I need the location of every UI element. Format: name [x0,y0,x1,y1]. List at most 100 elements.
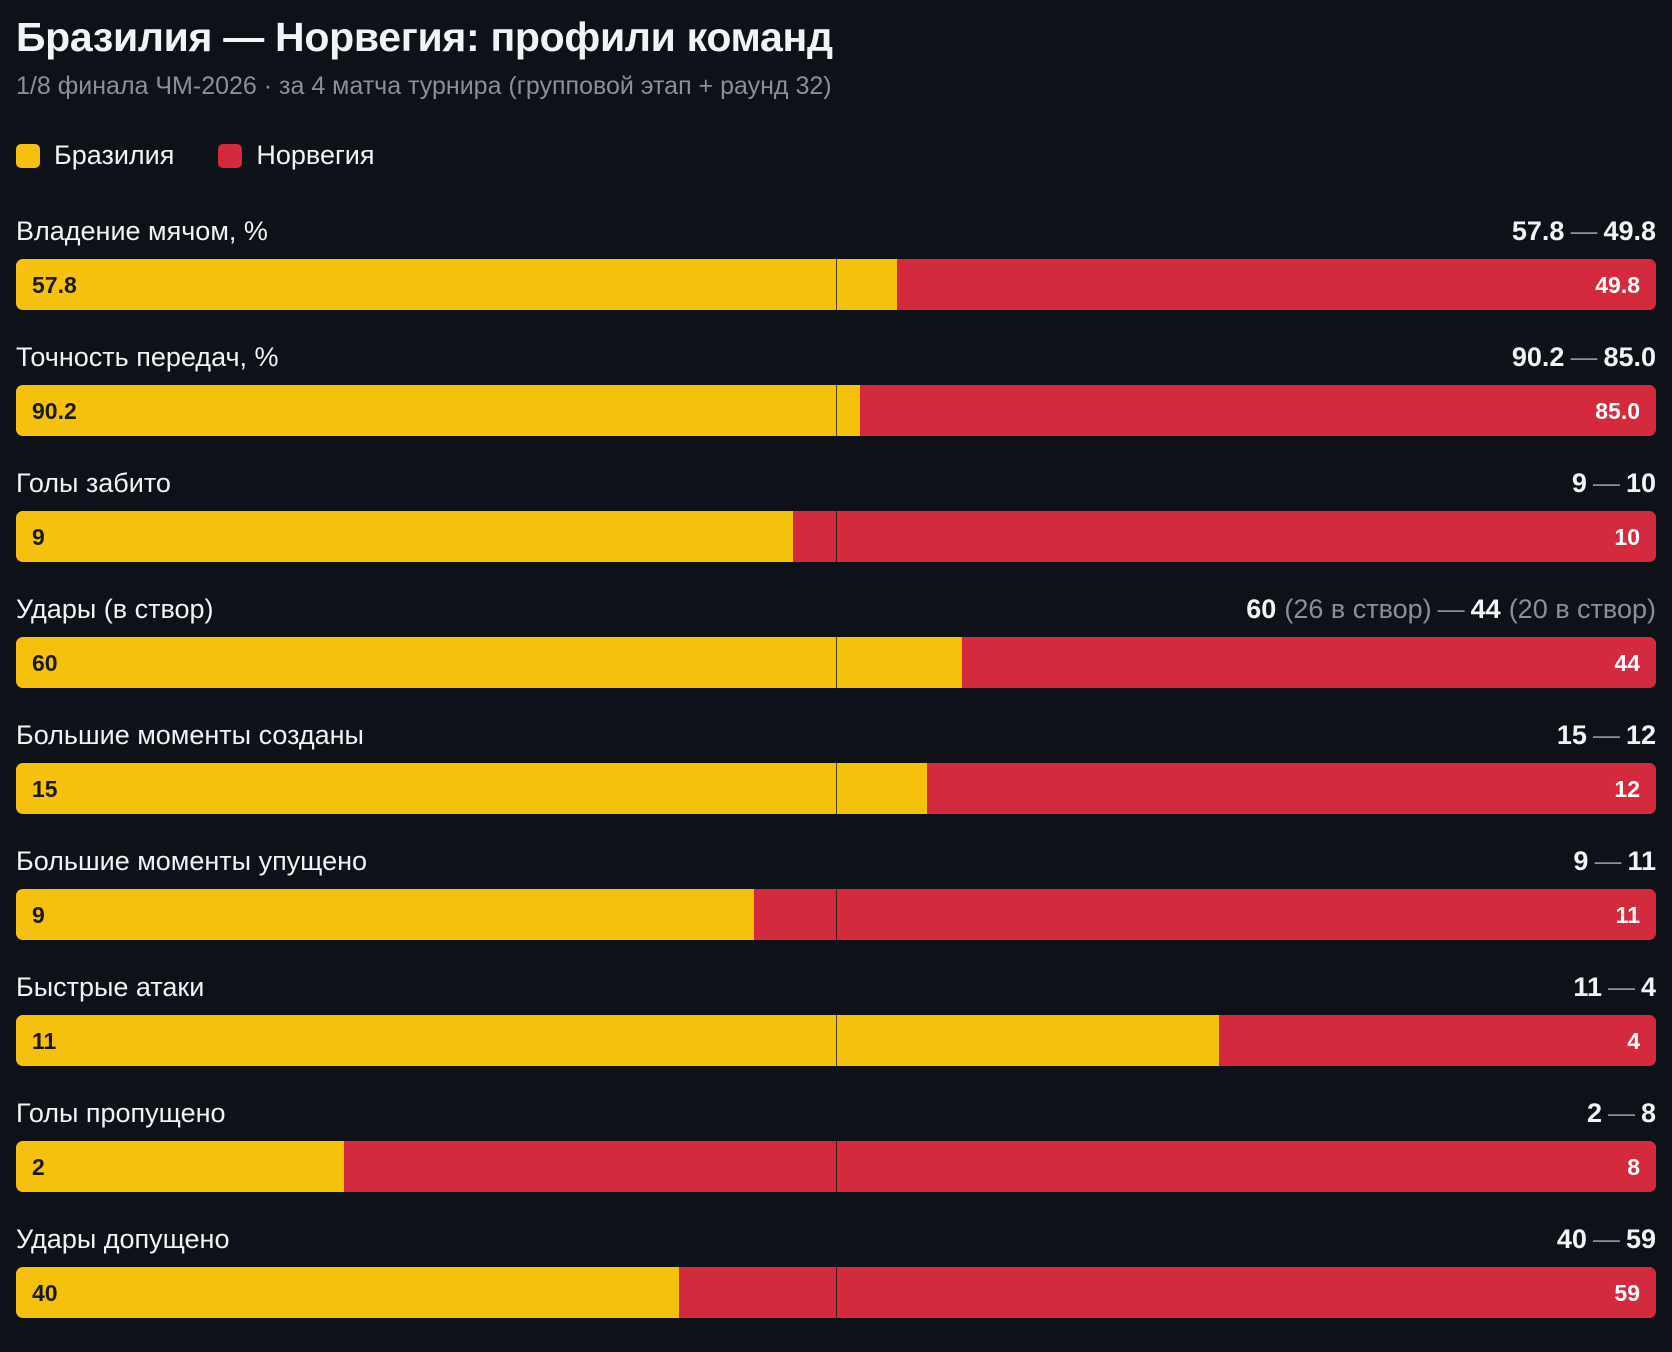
bar-label-team-a: 15 [32,776,58,802]
bar-midline [836,889,837,940]
bar-segment-team-b [962,637,1656,688]
metric-comparison: 90.2—85.0 [1512,342,1656,373]
comparison-bar: 11 4 [16,1015,1656,1066]
metric-row: Владение мячом, % 57.8—49.8 57.8 49.8 [16,212,1656,338]
metric-header: Большие моменты упущено 9—11 [16,842,1656,882]
metric-label: Большие моменты созданы [16,720,364,750]
bar-label-team-a: 90.2 [32,398,77,424]
comparison-bar: 57.8 49.8 [16,259,1656,310]
metric-label: Быстрые атаки [16,972,205,1002]
metric-comparison: 40—59 [1557,1224,1656,1255]
metric-header: Большие моменты созданы 15—12 [16,716,1656,756]
comparison-dash: — [1437,594,1465,624]
metric-label: Голы забито [16,468,171,498]
comparison-dash: — [1607,972,1635,1002]
chart-title: Бразилия — Норвегия: профили команд [16,14,833,60]
metric-row: Большие моменты созданы 15—12 15 12 [16,716,1656,842]
metric-comparison: 2—8 [1587,1098,1656,1129]
comparison-value-team-b: 49.8 [1603,216,1656,246]
bar-label-team-a: 40 [32,1280,58,1306]
legend-label-team-b: Норвегия [256,140,375,170]
metric-row: Удары допущено 40—59 40 59 [16,1220,1656,1346]
comparison-dash: — [1570,342,1598,372]
comparison-note-team-b: (20 в створ) [1508,594,1656,624]
comparison-dash: — [1592,468,1620,498]
bar-midline [836,259,837,310]
metric-label: Владение мячом, % [16,216,268,246]
bar-segment-team-a [16,763,927,814]
metric-label: Удары (в створ) [16,594,214,624]
metric-row: Удары (в створ) 60 (26 в створ) —44 (20 в ст… [16,590,1656,716]
comparison-value-team-a: 11 [1573,972,1602,1002]
bar-segment-team-b [679,1267,1656,1318]
metric-comparison: 11—4 [1573,972,1656,1003]
bar-segment-team-b [927,763,1656,814]
bar-label-team-a: 57.8 [32,272,77,298]
metric-label: Точность передач, % [16,342,279,372]
comparison-bar: 90.2 85.0 [16,385,1656,436]
comparison-value-team-a: 9 [1571,468,1587,498]
legend-label-team-a: Бразилия [54,140,175,170]
metric-header: Голы забито 9—10 [16,464,1656,504]
metric-comparison: 9—11 [1573,846,1656,877]
bar-label-team-a: 9 [32,902,45,928]
bar-segment-team-b [860,385,1656,436]
bar-label-team-a: 9 [32,524,45,550]
metric-header: Владение мячом, % 57.8—49.8 [16,212,1656,252]
bar-midline [836,1015,837,1066]
comparison-value-team-a: 15 [1556,720,1587,750]
bar-midline [836,385,837,436]
metric-row: Быстрые атаки 11—4 11 4 [16,968,1656,1094]
metric-header: Голы пропущено 2—8 [16,1094,1656,1134]
metric-comparison: 9—10 [1572,468,1656,499]
metric-header: Удары (в створ) 60 (26 в створ) —44 (20 в ст… [16,590,1656,630]
comparison-value-team-a: 9 [1573,846,1589,876]
comparison-value-team-a: 2 [1586,1098,1602,1128]
bar-segment-team-a [16,511,793,562]
bar-segment-team-a [16,889,754,940]
bar-label-team-a: 11 [32,1028,57,1054]
bar-segment-team-a [16,1141,344,1192]
comparison-note-team-a: (26 в створ) [1284,594,1432,624]
metric-comparison: 15—12 [1557,720,1656,751]
bar-label-team-a: 60 [32,650,58,676]
bar-segment-team-a [16,1015,1219,1066]
bar-label-team-b: 4 [1627,1028,1640,1054]
bar-label-team-b: 8 [1627,1154,1640,1180]
metric-label: Голы пропущено [16,1098,226,1128]
bar-segment-team-b [344,1141,1656,1192]
comparison-value-team-b: 4 [1640,972,1656,1002]
comparison-bar: 15 12 [16,763,1656,814]
legend: Бразилия Норвегия [16,140,419,171]
bar-label-team-b: 44 [1614,650,1640,676]
legend-swatch-team-b [218,143,243,168]
legend-item-team-a: Бразилия [16,140,174,171]
bar-midline [836,1267,837,1318]
comparison-value-team-b: 85.0 [1603,342,1656,372]
metric-row: Голы пропущено 2—8 2 8 [16,1094,1656,1220]
legend-item-team-b: Норвегия [218,140,375,171]
metric-header: Быстрые атаки 11—4 [16,968,1656,1008]
legend-swatch-team-a [16,143,40,168]
metric-row: Голы забито 9—10 9 10 [16,464,1656,590]
bar-segment-team-b [897,259,1656,310]
comparison-bar: 9 11 [16,889,1656,940]
bar-midline [836,637,837,688]
bar-segment-team-a [16,385,860,436]
bar-label-team-b: 49.8 [1595,272,1640,298]
comparison-dash: — [1570,216,1598,246]
metric-comparison: 60 (26 в створ) —44 (20 в створ) [1246,594,1656,625]
metric-header: Точность передач, % 90.2—85.0 [16,338,1656,378]
comparison-bar: 40 59 [16,1267,1656,1318]
bar-segment-team-a [16,1267,679,1318]
comparison-dash: — [1594,846,1622,876]
comparison-value-team-b: 12 [1625,720,1656,750]
bar-label-team-b: 12 [1614,776,1640,802]
bar-segment-team-b [754,889,1656,940]
metric-label: Большие моменты упущено [16,846,368,876]
metric-row: Точность передач, % 90.2—85.0 90.2 85.0 [16,338,1656,464]
bar-label-team-a: 2 [32,1154,45,1180]
metric-label: Удары допущено [16,1224,230,1254]
metric-header: Удары допущено 40—59 [16,1220,1656,1260]
bar-segment-team-b [1219,1015,1656,1066]
